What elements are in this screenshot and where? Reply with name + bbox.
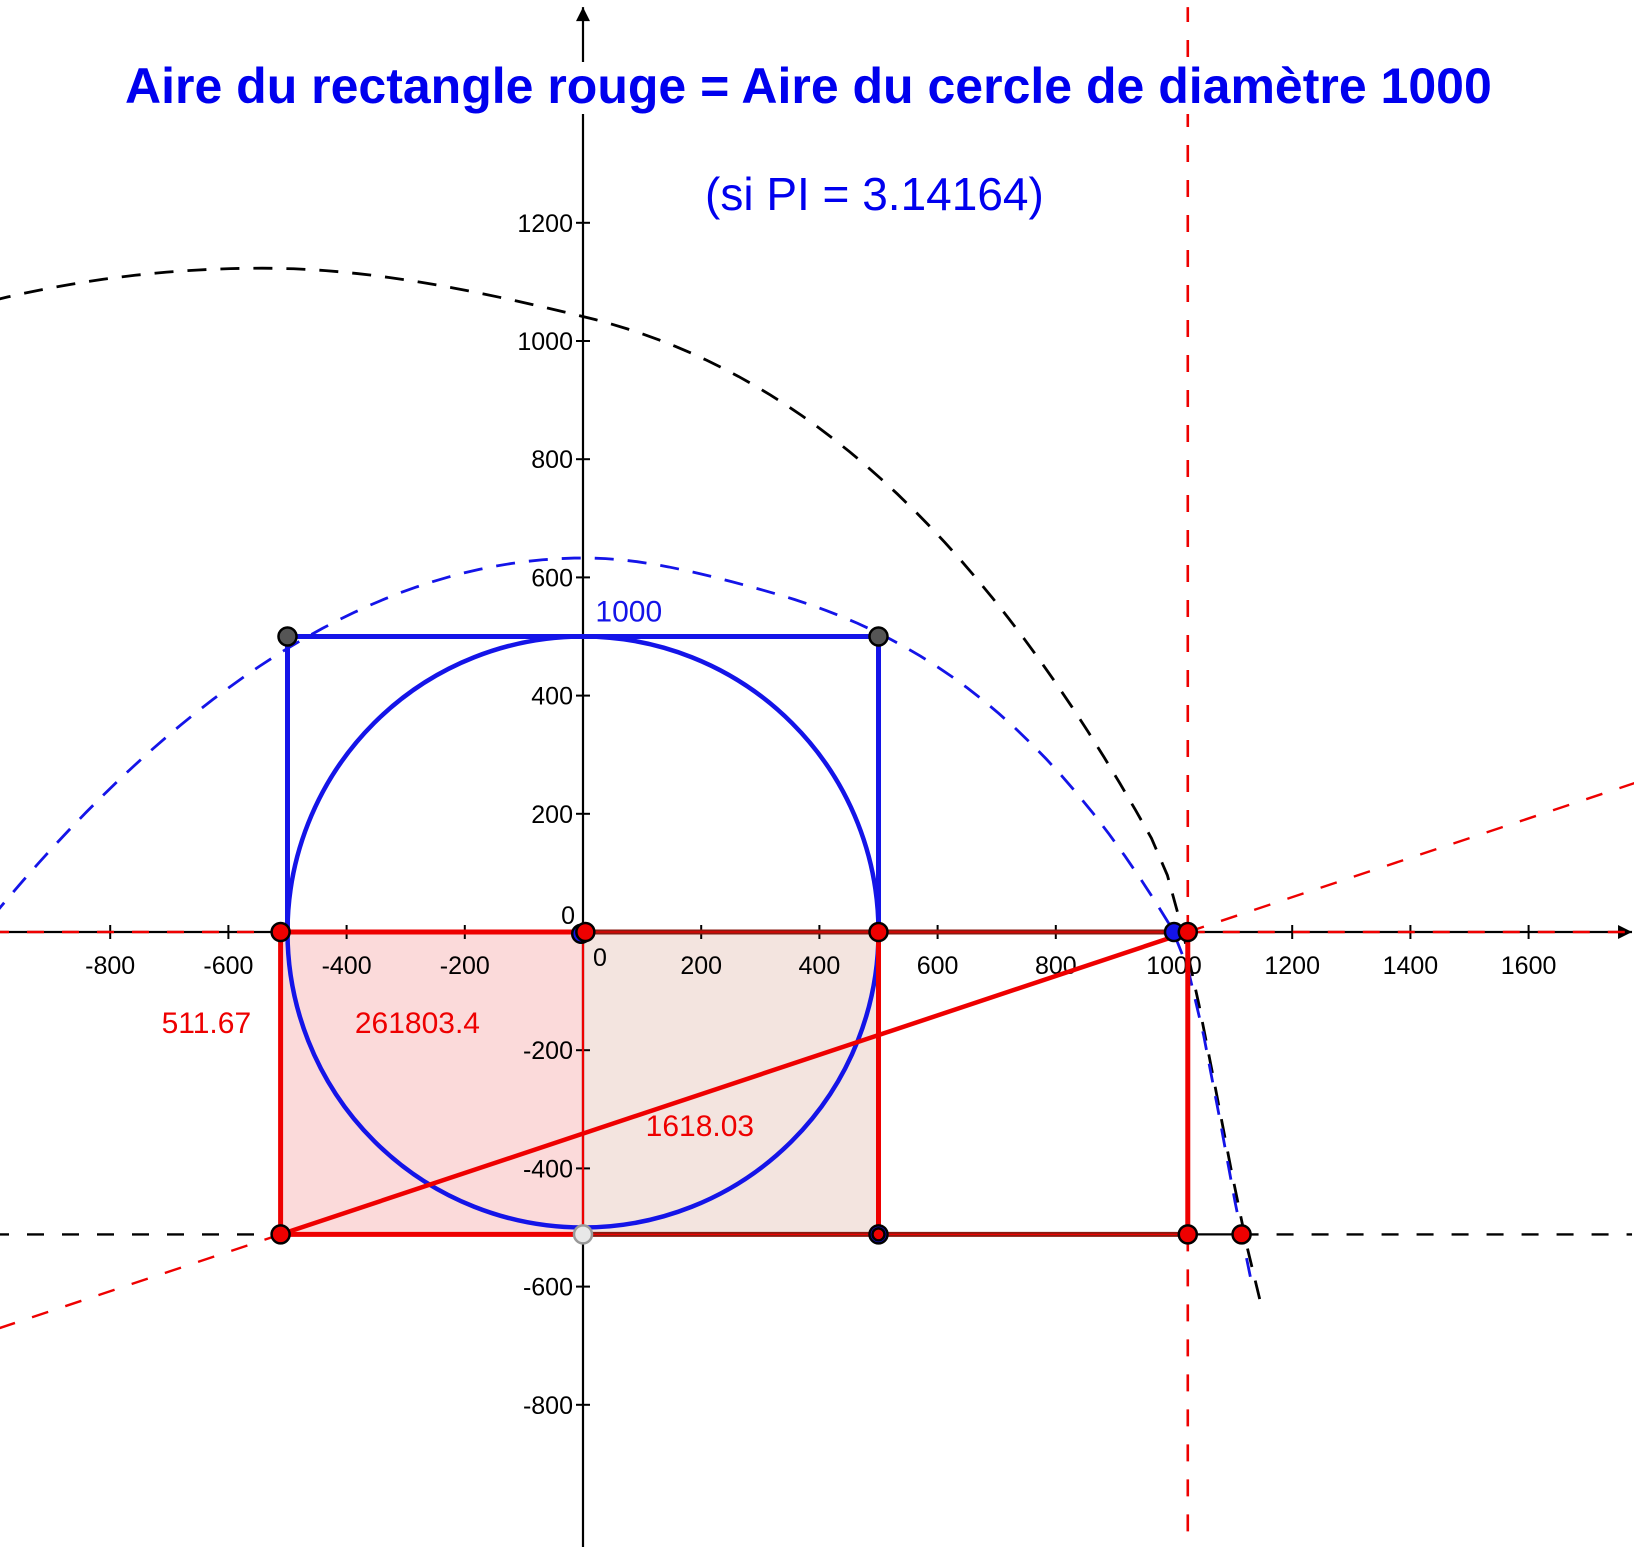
svg-text:600: 600 — [531, 564, 573, 592]
svg-text:-600: -600 — [203, 952, 253, 980]
svg-text:-800: -800 — [523, 1392, 573, 1420]
svg-text:200: 200 — [680, 952, 722, 980]
svg-text:800: 800 — [531, 446, 573, 474]
svg-text:1600: 1600 — [1501, 952, 1557, 980]
svg-text:-200: -200 — [523, 1037, 573, 1065]
svg-text:1200: 1200 — [1264, 952, 1320, 980]
svg-text:511.67: 511.67 — [162, 1007, 252, 1040]
svg-text:600: 600 — [917, 952, 959, 980]
svg-text:-600: -600 — [523, 1274, 573, 1302]
svg-text:-400: -400 — [322, 952, 372, 980]
svg-text:200: 200 — [531, 801, 573, 829]
svg-text:-400: -400 — [523, 1155, 573, 1183]
svg-text:1000: 1000 — [517, 328, 573, 356]
svg-text:0: 0 — [561, 902, 575, 930]
svg-text:Aire du rectangle rouge = Aire: Aire du rectangle rouge = Aire du cercle… — [125, 58, 1492, 114]
svg-text:400: 400 — [799, 952, 841, 980]
svg-text:1200: 1200 — [517, 210, 573, 238]
svg-text:-200: -200 — [440, 952, 490, 980]
svg-text:400: 400 — [531, 683, 573, 711]
svg-text:1000: 1000 — [595, 596, 662, 629]
svg-text:(si PI = 3.14164): (si PI = 3.14164) — [705, 168, 1044, 220]
svg-text:-800: -800 — [85, 952, 135, 980]
svg-text:1618.03: 1618.03 — [646, 1110, 754, 1143]
svg-text:261803.4: 261803.4 — [355, 1007, 480, 1040]
svg-text:1400: 1400 — [1383, 952, 1439, 980]
svg-text:0: 0 — [593, 944, 607, 972]
